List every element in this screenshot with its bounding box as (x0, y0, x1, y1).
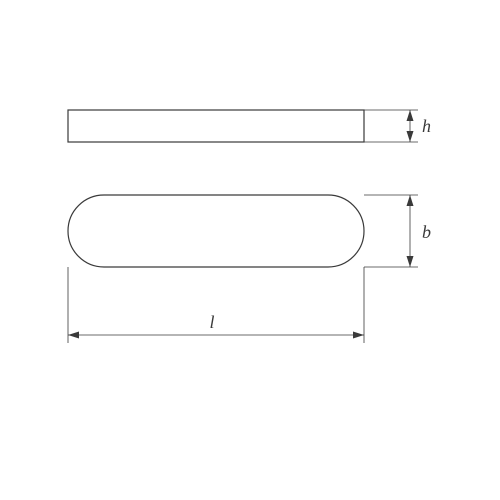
top-view-stadium (68, 195, 364, 267)
dim-h-label: h (422, 116, 431, 136)
dim-b-label: b (422, 222, 431, 242)
side-view-rect (68, 110, 364, 142)
dim-l-label: l (209, 312, 214, 332)
